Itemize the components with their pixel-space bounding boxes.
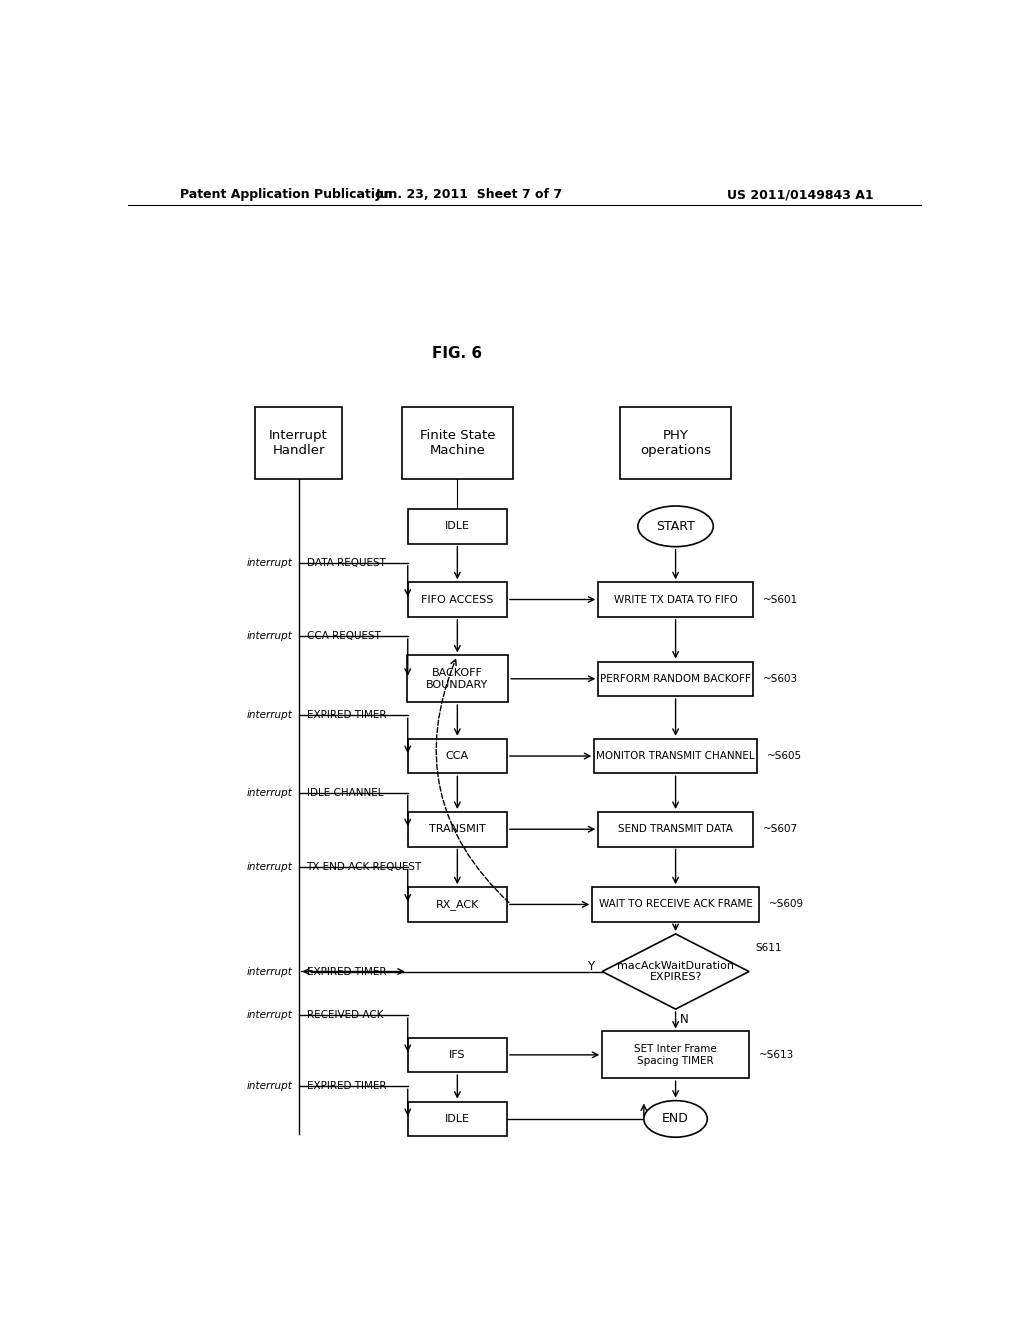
Text: interrupt: interrupt bbox=[247, 862, 292, 871]
Text: interrupt: interrupt bbox=[247, 710, 292, 721]
Text: IDLE CHANNEL: IDLE CHANNEL bbox=[306, 788, 383, 797]
Text: Patent Application Publication: Patent Application Publication bbox=[179, 189, 392, 202]
Text: IDLE: IDLE bbox=[444, 521, 470, 532]
Text: IFS: IFS bbox=[450, 1049, 466, 1060]
Text: FIG. 6: FIG. 6 bbox=[432, 346, 482, 362]
Text: interrupt: interrupt bbox=[247, 558, 292, 568]
Text: EXPIRED TIMER: EXPIRED TIMER bbox=[306, 710, 386, 721]
Text: END: END bbox=[663, 1113, 689, 1126]
Text: IDLE: IDLE bbox=[444, 1114, 470, 1123]
Text: MONITOR TRANSMIT CHANNEL: MONITOR TRANSMIT CHANNEL bbox=[596, 751, 755, 762]
Ellipse shape bbox=[638, 506, 714, 546]
FancyBboxPatch shape bbox=[592, 887, 759, 921]
Text: TRANSMIT: TRANSMIT bbox=[429, 824, 485, 834]
Text: RX_ACK: RX_ACK bbox=[435, 899, 479, 909]
FancyBboxPatch shape bbox=[408, 887, 507, 921]
FancyBboxPatch shape bbox=[408, 1102, 507, 1137]
FancyBboxPatch shape bbox=[408, 812, 507, 846]
Ellipse shape bbox=[644, 1101, 708, 1138]
FancyBboxPatch shape bbox=[598, 582, 753, 616]
Text: CCA: CCA bbox=[445, 751, 469, 762]
Text: ~S603: ~S603 bbox=[763, 673, 799, 684]
FancyBboxPatch shape bbox=[620, 408, 731, 479]
Text: PHY
operations: PHY operations bbox=[640, 429, 711, 457]
Text: RECEIVED ACK: RECEIVED ACK bbox=[306, 1010, 383, 1020]
Text: Interrupt
Handler: Interrupt Handler bbox=[269, 429, 328, 457]
Text: ~S605: ~S605 bbox=[767, 751, 803, 762]
Text: macAckWaitDuration
EXPIRES?: macAckWaitDuration EXPIRES? bbox=[617, 961, 734, 982]
Text: CCA REQUEST: CCA REQUEST bbox=[306, 631, 381, 642]
Text: WAIT TO RECEIVE ACK FRAME: WAIT TO RECEIVE ACK FRAME bbox=[599, 899, 753, 909]
Text: PERFORM RANDOM BACKOFF: PERFORM RANDOM BACKOFF bbox=[600, 673, 751, 684]
Text: ~S609: ~S609 bbox=[769, 899, 805, 909]
FancyBboxPatch shape bbox=[401, 408, 513, 479]
Text: DATA REQUEST: DATA REQUEST bbox=[306, 558, 385, 568]
FancyBboxPatch shape bbox=[408, 510, 507, 544]
Text: Y: Y bbox=[587, 960, 594, 973]
FancyBboxPatch shape bbox=[598, 661, 753, 696]
FancyBboxPatch shape bbox=[594, 739, 757, 774]
FancyBboxPatch shape bbox=[407, 656, 508, 702]
Text: interrupt: interrupt bbox=[247, 788, 292, 797]
Text: US 2011/0149843 A1: US 2011/0149843 A1 bbox=[727, 189, 873, 202]
Text: S611: S611 bbox=[756, 942, 782, 953]
FancyBboxPatch shape bbox=[408, 582, 507, 616]
FancyBboxPatch shape bbox=[602, 1031, 749, 1078]
FancyBboxPatch shape bbox=[408, 739, 507, 774]
FancyBboxPatch shape bbox=[408, 1038, 507, 1072]
Text: interrupt: interrupt bbox=[247, 631, 292, 642]
Text: ~S601: ~S601 bbox=[763, 594, 799, 605]
FancyBboxPatch shape bbox=[255, 408, 342, 479]
Text: EXPIRED TIMER: EXPIRED TIMER bbox=[306, 966, 386, 977]
FancyBboxPatch shape bbox=[598, 812, 753, 846]
Text: Jun. 23, 2011  Sheet 7 of 7: Jun. 23, 2011 Sheet 7 of 7 bbox=[376, 189, 563, 202]
Text: interrupt: interrupt bbox=[247, 1010, 292, 1020]
Text: FIFO ACCESS: FIFO ACCESS bbox=[421, 594, 494, 605]
Text: BACKOFF
BOUNDARY: BACKOFF BOUNDARY bbox=[426, 668, 488, 689]
Text: ~S607: ~S607 bbox=[763, 824, 799, 834]
Text: interrupt: interrupt bbox=[247, 1081, 292, 1092]
Text: SEND TRANSMIT DATA: SEND TRANSMIT DATA bbox=[618, 824, 733, 834]
Text: ~S613: ~S613 bbox=[760, 1049, 795, 1060]
Text: interrupt: interrupt bbox=[247, 966, 292, 977]
Text: TX END ACK REQUEST: TX END ACK REQUEST bbox=[306, 862, 422, 871]
Text: SET Inter Frame
Spacing TIMER: SET Inter Frame Spacing TIMER bbox=[634, 1044, 717, 1065]
Text: N: N bbox=[680, 1012, 689, 1026]
Polygon shape bbox=[602, 935, 749, 1008]
Text: Finite State
Machine: Finite State Machine bbox=[420, 429, 495, 457]
Text: EXPIRED TIMER: EXPIRED TIMER bbox=[306, 1081, 386, 1092]
Text: WRITE TX DATA TO FIFO: WRITE TX DATA TO FIFO bbox=[613, 594, 737, 605]
Text: START: START bbox=[656, 520, 695, 533]
